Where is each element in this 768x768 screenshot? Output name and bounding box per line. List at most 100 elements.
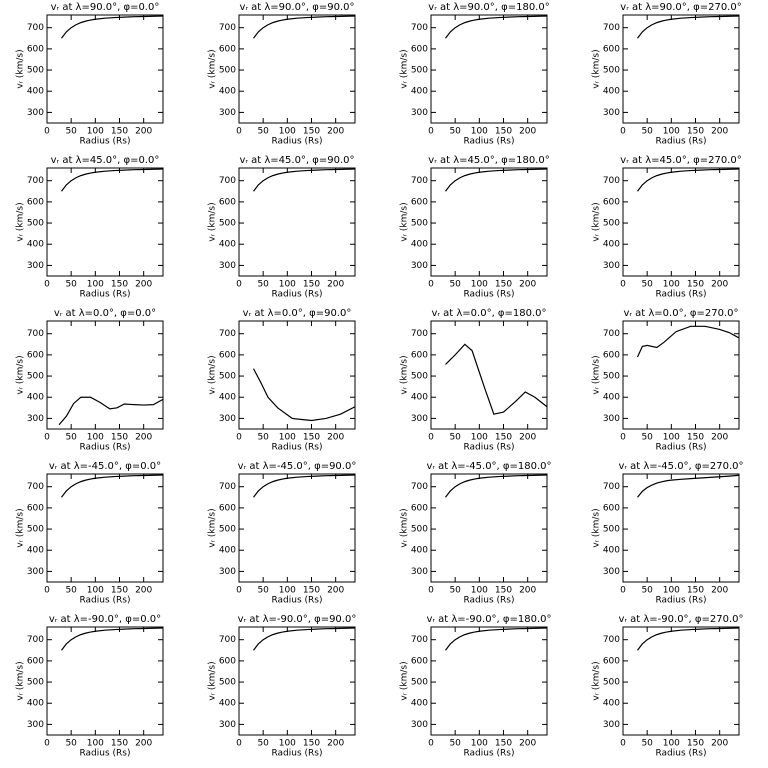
- x-tick-label: 50: [65, 739, 77, 749]
- plot-frame: [46, 320, 164, 430]
- x-axis-label: Radius (Rs): [655, 749, 706, 759]
- chart-title: vᵣ at λ=0.0°, φ=90.0°: [243, 308, 352, 319]
- chart-title: vᵣ at λ=0.0°, φ=270.0°: [623, 308, 738, 319]
- y-tick-label: 700: [27, 635, 44, 645]
- x-tick-label: 150: [111, 127, 128, 137]
- y-tick-label: 400: [219, 240, 236, 250]
- x-tick-label: 200: [327, 280, 344, 290]
- plot-frame: [238, 626, 356, 736]
- chart-title: vᵣ at λ=-90.0°, φ=270.0°: [618, 614, 743, 625]
- y-tick-label: 700: [603, 635, 620, 645]
- y-tick-label: 600: [411, 350, 428, 360]
- y-tick-label: 600: [411, 503, 428, 513]
- plot-frame: [238, 320, 356, 430]
- x-tick-label: 150: [303, 127, 320, 137]
- x-axis-label: Radius (Rs): [79, 290, 130, 300]
- y-tick-label: 400: [603, 87, 620, 97]
- data-line: [253, 15, 356, 39]
- y-tick-label: 400: [27, 699, 44, 709]
- x-tick-label: 100: [663, 433, 680, 443]
- y-tick-label: 400: [603, 699, 620, 709]
- y-tick-label: 600: [603, 656, 620, 666]
- x-tick-label: 150: [495, 127, 512, 137]
- x-tick-label: 0: [44, 280, 50, 290]
- x-tick-label: 150: [303, 586, 320, 596]
- x-tick-label: 0: [620, 739, 626, 749]
- x-tick-label: 100: [471, 586, 488, 596]
- y-tick-label: 400: [219, 546, 236, 556]
- y-tick-label: 700: [411, 482, 428, 492]
- y-tick-label: 500: [27, 66, 44, 76]
- y-axis-label: vᵣ (km/s): [400, 202, 410, 241]
- y-tick-label: 700: [219, 635, 236, 645]
- y-tick-label: 400: [411, 393, 428, 403]
- x-tick-label: 100: [279, 739, 296, 749]
- x-axis-label: Radius (Rs): [655, 290, 706, 300]
- x-tick-label: 0: [236, 586, 242, 596]
- y-tick-label: 300: [219, 108, 236, 118]
- y-tick-label: 700: [603, 482, 620, 492]
- chart-title: vᵣ at λ=45.0°, φ=90.0°: [239, 155, 354, 166]
- y-tick-label: 400: [411, 87, 428, 97]
- y-tick-label: 300: [603, 261, 620, 271]
- y-tick-label: 600: [219, 197, 236, 207]
- y-axis-label: vᵣ (km/s): [16, 49, 26, 88]
- data-line: [252, 368, 356, 422]
- x-tick-label: 200: [519, 586, 536, 596]
- x-tick-label: 150: [303, 280, 320, 290]
- y-tick-label: 600: [411, 44, 428, 54]
- plot-frame: [430, 320, 548, 430]
- x-tick-label: 150: [495, 433, 512, 443]
- x-tick-label: 100: [87, 433, 104, 443]
- x-tick-label: 150: [111, 586, 128, 596]
- plot-frame: [46, 167, 164, 277]
- x-tick-label: 50: [65, 586, 77, 596]
- x-tick-label: 150: [687, 127, 704, 137]
- x-tick-label: 50: [641, 586, 653, 596]
- y-tick-label: 400: [219, 699, 236, 709]
- y-tick-label: 600: [27, 197, 44, 207]
- x-tick-label: 200: [711, 433, 728, 443]
- y-tick-label: 400: [27, 546, 44, 556]
- y-tick-label: 500: [411, 372, 428, 382]
- plot-frame: [430, 626, 548, 736]
- y-tick-label: 600: [27, 350, 44, 360]
- y-tick-label: 300: [411, 567, 428, 577]
- y-tick-label: 600: [27, 503, 44, 513]
- y-axis-label: vᵣ (km/s): [592, 355, 602, 394]
- y-tick-label: 300: [603, 720, 620, 730]
- x-axis-label: Radius (Rs): [655, 137, 706, 147]
- data-line: [58, 396, 164, 426]
- y-axis-label: vᵣ (km/s): [16, 202, 26, 241]
- y-tick-label: 700: [603, 23, 620, 33]
- y-tick-label: 600: [603, 44, 620, 54]
- y-tick-label: 700: [219, 23, 236, 33]
- y-axis-label: vᵣ (km/s): [400, 508, 410, 547]
- y-tick-label: 400: [411, 546, 428, 556]
- y-tick-label: 500: [411, 66, 428, 76]
- chart-title: vᵣ at λ=90.0°, φ=180.0°: [428, 2, 549, 13]
- x-tick-label: 0: [44, 739, 50, 749]
- x-tick-label: 100: [471, 433, 488, 443]
- y-tick-label: 500: [219, 372, 236, 382]
- chart-title: vᵣ at λ=90.0°, φ=270.0°: [620, 2, 741, 13]
- data-line: [253, 474, 356, 498]
- y-tick-label: 600: [27, 44, 44, 54]
- y-tick-label: 500: [219, 678, 236, 688]
- x-tick-label: 200: [711, 739, 728, 749]
- plot-frame: [430, 473, 548, 583]
- x-tick-label: 200: [135, 433, 152, 443]
- y-tick-label: 300: [411, 720, 428, 730]
- x-tick-label: 50: [449, 127, 461, 137]
- x-tick-label: 100: [471, 739, 488, 749]
- y-tick-label: 500: [603, 66, 620, 76]
- y-tick-label: 300: [27, 414, 44, 424]
- y-tick-label: 700: [27, 482, 44, 492]
- y-axis-label: vᵣ (km/s): [208, 202, 218, 241]
- x-tick-label: 100: [279, 127, 296, 137]
- x-axis-label: Radius (Rs): [271, 137, 322, 147]
- y-tick-label: 500: [219, 219, 236, 229]
- x-tick-label: 100: [663, 739, 680, 749]
- x-axis-label: Radius (Rs): [463, 443, 514, 453]
- x-tick-label: 150: [687, 586, 704, 596]
